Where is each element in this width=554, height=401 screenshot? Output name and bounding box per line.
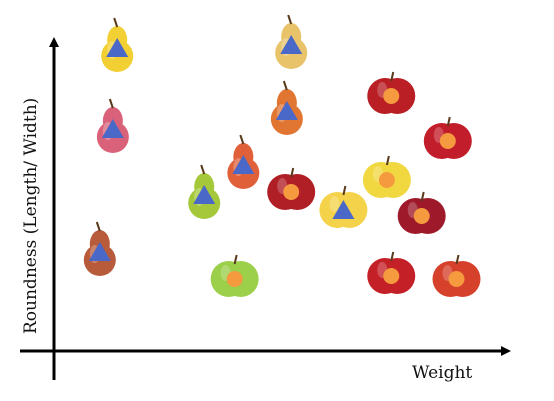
fruit-layer <box>83 14 481 297</box>
circle-point <box>413 208 430 224</box>
circle-point <box>383 268 400 284</box>
circle-point <box>378 172 395 188</box>
triangle-point <box>232 155 255 174</box>
triangle-point <box>332 200 355 219</box>
marker-layer <box>88 35 465 287</box>
x-axis-label: Weight <box>412 363 472 383</box>
triangle-point <box>101 119 124 138</box>
triangle-point <box>193 185 216 204</box>
triangle-point <box>280 35 303 54</box>
triangle-point <box>88 242 111 261</box>
triangle-point <box>275 101 298 120</box>
circle-point <box>383 88 400 104</box>
circle-point <box>283 184 300 200</box>
circle-point <box>448 271 465 287</box>
triangle-point <box>106 38 129 57</box>
circle-point <box>226 271 243 287</box>
circle-point <box>439 133 456 149</box>
y-axis-label: Roundness (Length/ Width) <box>21 98 41 334</box>
